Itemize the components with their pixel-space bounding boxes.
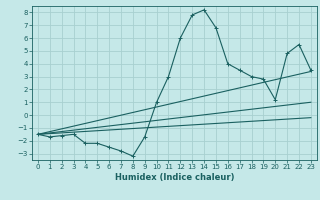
X-axis label: Humidex (Indice chaleur): Humidex (Indice chaleur) [115,173,234,182]
